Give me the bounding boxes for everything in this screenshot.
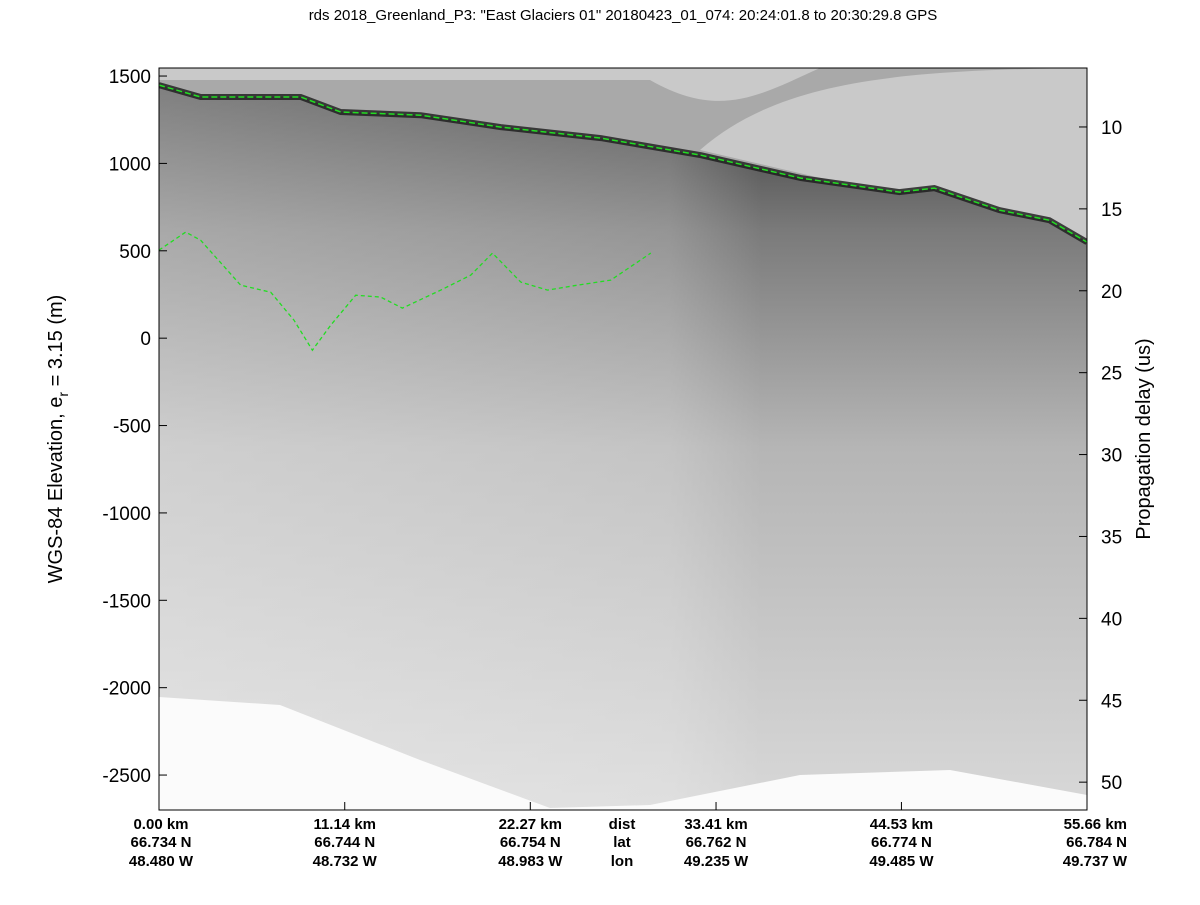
- y2-tick-label: 35: [1101, 527, 1122, 548]
- y-tick-label: -2500: [102, 766, 151, 787]
- y-tick-label: 0: [140, 329, 151, 350]
- y2-tick-label: 40: [1101, 609, 1122, 630]
- noise-floor-region: [159, 697, 1087, 810]
- y-tick-label: -2000: [102, 679, 151, 700]
- y2-tick-label: 45: [1101, 691, 1122, 712]
- lat-tick-label: 66.774 N: [871, 834, 932, 851]
- lon-tick-label: 49.235 W: [684, 853, 749, 870]
- bottom-row-label: lon: [611, 853, 634, 870]
- lat-tick-label: 66.734 N: [131, 834, 192, 851]
- y2-tick-label: 10: [1101, 118, 1122, 139]
- y2-tick-label: 30: [1101, 446, 1122, 467]
- y-axis-left: 1500 1000 500 0 -500 -1000 -1500 -2000 -2500: [102, 67, 167, 787]
- y-axis-right: 10 15 20 25 30 35 40 45 50: [1079, 118, 1122, 794]
- echogram-image: [159, 68, 1087, 810]
- lon-tick-label: 48.983 W: [498, 853, 563, 870]
- bed-pick-line: [159, 231, 652, 352]
- plot-frame: [158, 67, 1088, 811]
- lon-tick-label: 48.480 W: [129, 853, 194, 870]
- y-tick-label: -1000: [102, 504, 151, 525]
- dist-tick-label: 11.14 km: [313, 816, 376, 833]
- y-axis-label-tail: = 3.15 (m): [45, 295, 67, 392]
- sky-region: [159, 68, 1087, 240]
- dist-tick-label: 55.66 km: [1064, 816, 1127, 833]
- lat-tick-label: 66.744 N: [314, 834, 375, 851]
- ice-region-left-overlay: [159, 85, 1087, 810]
- lon-tick-label: 49.485 W: [869, 853, 934, 870]
- lon-tick-label: 49.737 W: [1063, 853, 1128, 870]
- bottom-row-label: dist: [609, 816, 636, 833]
- y-tick-label: -500: [113, 417, 151, 438]
- dist-tick-label: 0.00 km: [133, 816, 188, 833]
- y2-tick-label: 50: [1101, 773, 1122, 794]
- dist-tick-label: 33.41 km: [684, 816, 747, 833]
- lon-tick-label: 48.732 W: [313, 853, 378, 870]
- y-axis-label-main: WGS-84 Elevation, e: [45, 397, 67, 584]
- lat-tick-label: 66.784 N: [1066, 834, 1127, 851]
- y-axis-label: WGS-84 Elevation, er = 3.15 (m): [45, 295, 71, 584]
- y2-tick-label: 25: [1101, 364, 1122, 385]
- bottom-row-label: lat: [613, 834, 631, 851]
- y2-tick-label: 20: [1101, 282, 1122, 303]
- lat-tick-label: 66.754 N: [500, 834, 561, 851]
- lat-tick-label: 66.762 N: [686, 834, 747, 851]
- dist-tick-label: 22.27 km: [499, 816, 562, 833]
- dist-tick-label: 44.53 km: [870, 816, 933, 833]
- y-axis-label-subscript: r: [55, 392, 71, 397]
- y-tick-label: 1000: [109, 154, 151, 175]
- y-tick-label: 500: [119, 242, 151, 263]
- y2-axis-label: Propagation delay (us): [1133, 338, 1155, 539]
- y-tick-label: -1500: [102, 591, 151, 612]
- y2-tick-label: 15: [1101, 200, 1122, 221]
- y-tick-label: 1500: [109, 67, 151, 88]
- chart-title: rds 2018_Greenland_P3: "East Glaciers 01…: [309, 7, 938, 24]
- surface-pick-line: [159, 84, 1087, 243]
